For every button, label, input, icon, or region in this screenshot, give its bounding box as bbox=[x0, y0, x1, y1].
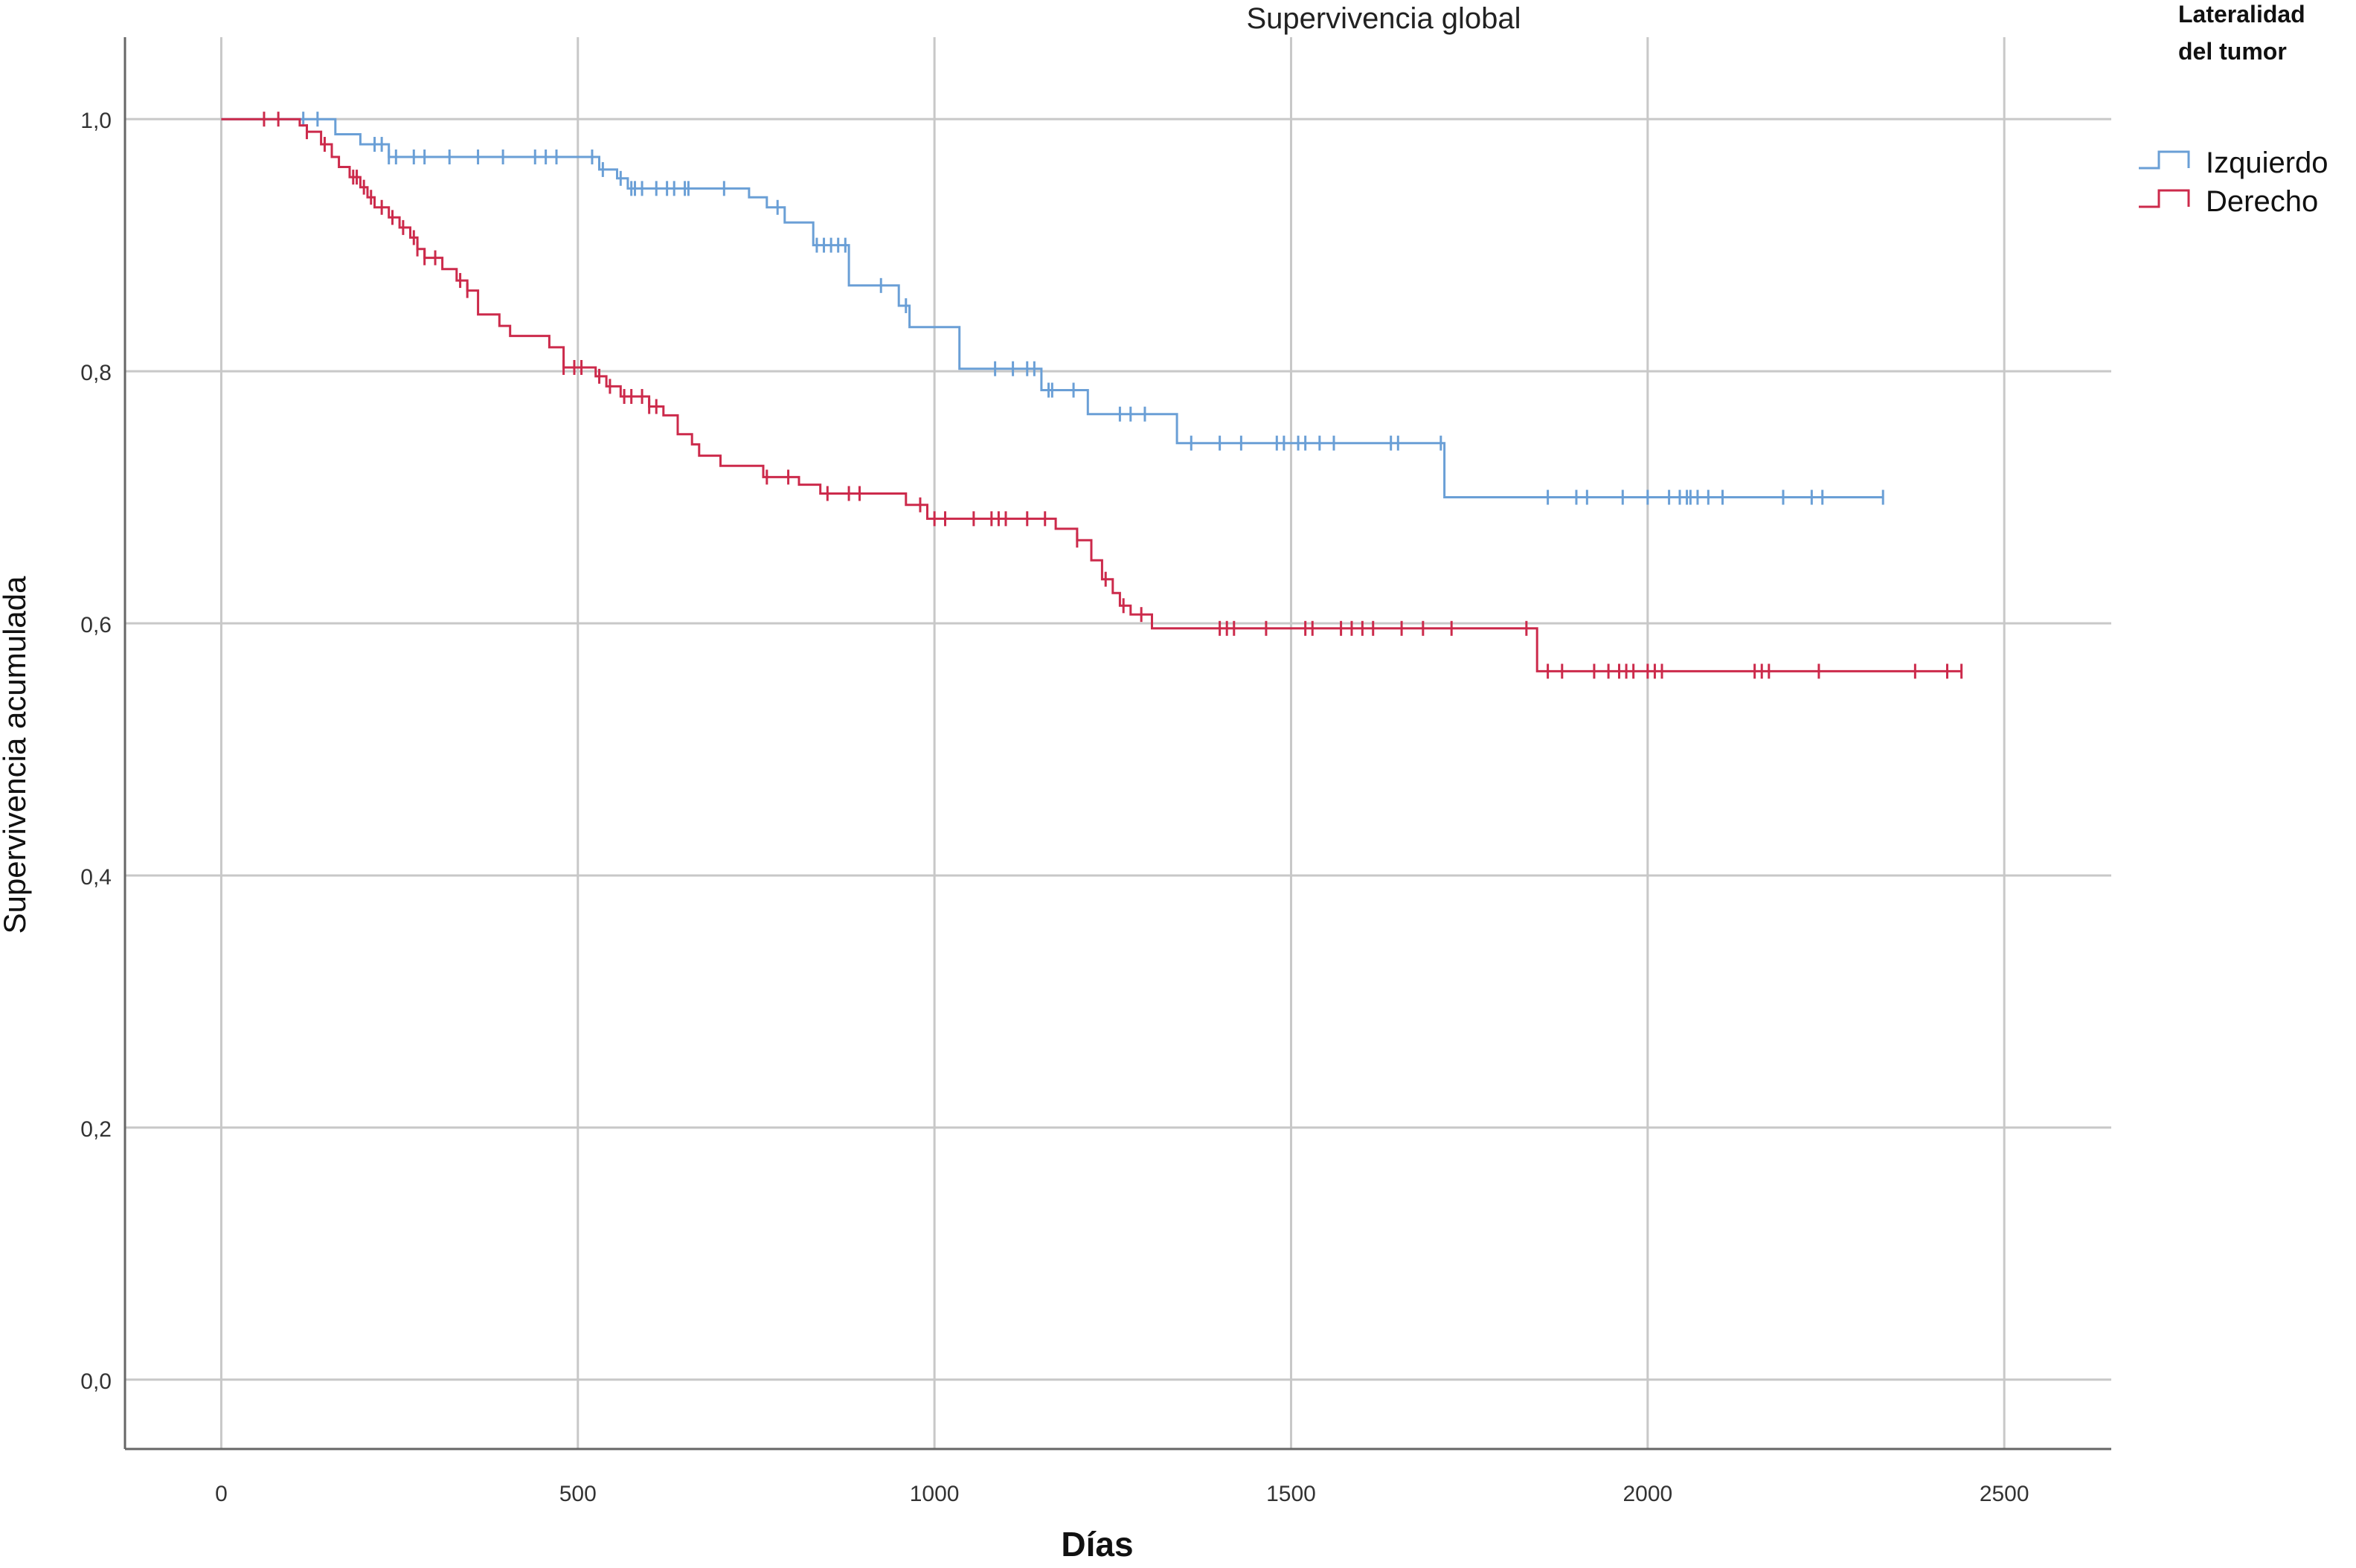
labels-layer: Supervivencia global Días Supervivencia … bbox=[0, 1, 2305, 1564]
y-tick-label: 0,6 bbox=[80, 613, 112, 637]
legend-label-derecho: Derecho bbox=[2206, 185, 2318, 218]
grid-layer bbox=[125, 37, 2111, 1449]
y-tick-label: 0,2 bbox=[80, 1117, 112, 1142]
x-tick-label: 2000 bbox=[1622, 1482, 1672, 1506]
x-tick-label: 1500 bbox=[1266, 1482, 1316, 1506]
axes-layer: 0,0 0,2 0,4 0,6 0,8 1,0 0 500 1000 1500 2000 2500 bbox=[80, 37, 2111, 1506]
y-tick-label: 1,0 bbox=[80, 109, 112, 133]
y-tick-label: 0,8 bbox=[80, 361, 112, 385]
x-tick-label: 2500 bbox=[1980, 1482, 2029, 1506]
x-axis-label: Días bbox=[1061, 1525, 1133, 1564]
x-tick-label: 0 bbox=[215, 1482, 228, 1506]
y-axis-label: Supervivencia acumulada bbox=[0, 576, 32, 934]
series-layer bbox=[221, 112, 1963, 679]
legend-title-line2: del tumor bbox=[2178, 38, 2287, 65]
survival-line-izquierdo bbox=[221, 118, 1884, 498]
y-tick-label: 0,4 bbox=[80, 865, 112, 890]
legend-label-izquierdo: Izquierdo bbox=[2206, 147, 2328, 179]
legend-title-line1: Lateralidad bbox=[2178, 1, 2305, 28]
survival-line-derecho bbox=[221, 118, 1962, 672]
legend: Izquierdo Derecho bbox=[2139, 147, 2328, 218]
chart-title: Supervivencia global bbox=[1246, 2, 1521, 35]
legend-swatch-derecho bbox=[2139, 189, 2190, 208]
y-tick-label: 0,0 bbox=[80, 1369, 112, 1394]
x-tick-label: 500 bbox=[559, 1482, 597, 1506]
x-tick-label: 1000 bbox=[910, 1482, 960, 1506]
legend-swatch-izquierdo bbox=[2139, 150, 2190, 170]
